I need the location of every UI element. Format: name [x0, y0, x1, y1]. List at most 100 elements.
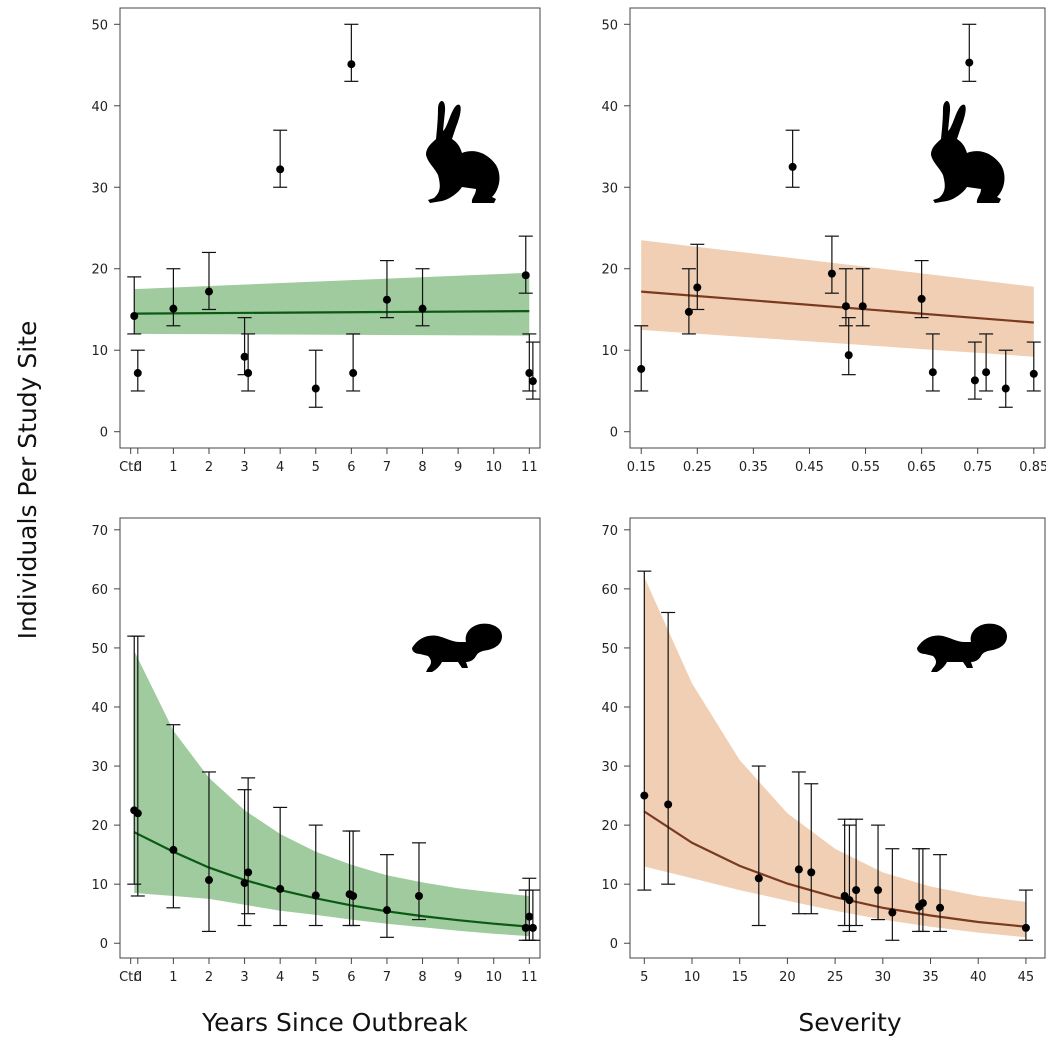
x-tick-label: 10: [485, 970, 502, 985]
data-point: [133, 369, 142, 378]
data-point: [414, 891, 423, 900]
data-point: [204, 287, 213, 296]
x-tick-label: 3: [240, 460, 248, 475]
y-tick-label: 30: [91, 181, 108, 196]
x-tick-label: 10: [485, 460, 502, 475]
y-tick-label: 10: [601, 878, 618, 893]
x-tick-label: 9: [454, 970, 462, 985]
data-point: [754, 874, 763, 883]
chart-panel-hare-severity: 0 10 20 30 40 50 0.15 0.25 0.35 0.45 0.55 0.65 0.75 0…: [601, 7, 1046, 475]
y-tick-label: 60: [601, 583, 618, 598]
confidence-band: [134, 272, 530, 336]
y-tick-label: 40: [601, 701, 618, 716]
x-tick-label: 0.45: [795, 460, 824, 475]
confidence-band: [641, 240, 1034, 357]
hare-body: [426, 101, 500, 203]
y-tick-label: 50: [601, 642, 618, 657]
y-tick-label: 40: [91, 701, 108, 716]
x-tick-label: 0: [134, 970, 142, 985]
x-tick-label: 0.25: [683, 460, 712, 475]
x-tick-label: 8: [418, 970, 426, 985]
hare-silhouette-icon: [426, 101, 500, 203]
data-point: [382, 295, 391, 304]
data-point: [204, 876, 213, 885]
data-point: [528, 923, 537, 932]
x-tick-label: 0.55: [851, 460, 880, 475]
y-tick-label: 0: [610, 426, 618, 441]
x-tick-label: 20: [779, 970, 796, 985]
y-tick-label: 20: [91, 819, 108, 834]
x-tick-label: 45: [1018, 970, 1035, 985]
x-tick-label: 15: [731, 970, 748, 985]
confidence-band: [644, 577, 1026, 938]
data-point: [807, 868, 816, 877]
y-tick-label: 0: [610, 937, 618, 952]
x-axis-title-severity: Severity: [798, 1008, 901, 1037]
data-point: [794, 865, 803, 874]
data-point: [928, 368, 937, 377]
x-tick-label: 11: [521, 970, 538, 985]
data-point: [637, 364, 646, 373]
plot-frame: [119, 517, 541, 959]
data-point: [311, 384, 320, 393]
data-point: [693, 283, 702, 292]
data-point: [169, 304, 178, 313]
x-tick-label: 1: [169, 460, 177, 475]
squirrel-silhouette-icon: [412, 623, 502, 672]
y-tick-label: 20: [91, 263, 108, 278]
data-point: [382, 906, 391, 915]
y-tick-label: 40: [91, 100, 108, 115]
squirrel-silhouette-icon: [917, 623, 1007, 672]
x-tick-label: 8: [418, 460, 426, 475]
data-point: [1021, 923, 1030, 932]
data-point: [1029, 369, 1038, 378]
x-tick-label: 9: [454, 460, 462, 475]
data-point: [276, 884, 285, 893]
data-point: [936, 903, 945, 912]
x-tick-label: 7: [383, 460, 391, 475]
data-point: [970, 376, 979, 385]
data-point: [841, 302, 850, 311]
data-point: [827, 269, 836, 278]
data-point: [525, 369, 534, 378]
x-tick-label: 2: [205, 460, 213, 475]
x-tick-label: 0.35: [739, 460, 768, 475]
data-point: [349, 891, 358, 900]
y-tick-label: 50: [91, 642, 108, 657]
y-tick-label: 20: [601, 263, 618, 278]
x-tick-label: 6: [347, 460, 355, 475]
data-point: [244, 369, 253, 378]
y-tick-label: 50: [91, 18, 108, 33]
x-tick-label: 6: [347, 970, 355, 985]
plot-frame: [629, 517, 1046, 959]
data-point: [240, 352, 249, 361]
data-point: [349, 369, 358, 378]
x-tick-label: 2: [205, 970, 213, 985]
y-tick-label: 0: [100, 937, 108, 952]
x-tick-label: 0.15: [627, 460, 656, 475]
fitted-line: [641, 290, 1034, 324]
x-tick-label: 5: [312, 460, 320, 475]
data-point: [1001, 384, 1010, 393]
data-point: [276, 165, 285, 174]
y-tick-label: 10: [601, 344, 618, 359]
data-point: [640, 791, 649, 800]
hare-body: [931, 101, 1005, 203]
x-tick-label: 1: [169, 970, 177, 985]
y-tick-label: 40: [601, 100, 618, 115]
data-point: [240, 878, 249, 887]
data-point: [311, 891, 320, 900]
x-axis-title-years: Years Since Outbreak: [201, 1008, 468, 1037]
data-point: [347, 60, 356, 69]
data-point: [874, 886, 883, 895]
fitted-line: [643, 810, 1027, 928]
x-tick-label: 4: [276, 970, 284, 985]
y-tick-label: 70: [91, 524, 108, 539]
x-tick-label: 4: [276, 460, 284, 475]
fitted-line: [134, 310, 530, 315]
chart-panel-squirrel-severity: 0 10 20 30 40 50 60 70 5 10 15 20 25 30 35 40 45: [601, 517, 1046, 985]
y-tick-label: 10: [91, 344, 108, 359]
y-tick-label: 60: [91, 583, 108, 598]
